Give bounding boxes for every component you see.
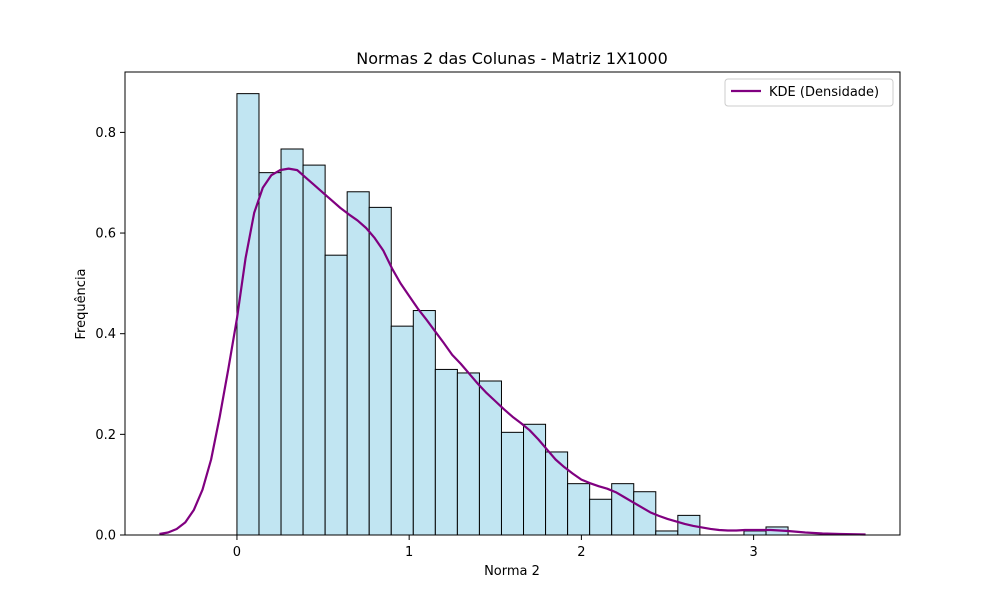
histogram-bar — [390, 325, 414, 536]
plot-frame — [124, 71, 901, 536]
x-tick-label: 0 — [233, 545, 241, 560]
x-tick-label: 1 — [405, 545, 413, 560]
histogram-bar — [280, 148, 304, 536]
histogram-bar — [456, 372, 480, 536]
histogram-bar — [236, 93, 260, 536]
x-axis-title: Norma 2 — [484, 564, 540, 579]
histogram-bars — [236, 93, 789, 536]
legend: KDE (Densidade) — [724, 78, 894, 107]
histogram-bar — [589, 498, 613, 536]
histogram-bar — [324, 254, 348, 536]
y-axis-ticks: 0.0 0.2 0.4 0.6 0.8 — [95, 126, 125, 544]
histogram-bar — [434, 368, 458, 536]
histogram-bar — [412, 310, 436, 536]
kde-line — [159, 167, 866, 536]
histogram-bar — [655, 530, 679, 536]
chart-title: Normas 2 das Colunas - Matriz 1X1000 — [356, 49, 668, 68]
y-tick-label: 0.2 — [95, 428, 116, 443]
histogram-bar — [567, 483, 591, 536]
histogram-bar — [743, 530, 767, 536]
x-tick-label: 2 — [577, 545, 585, 560]
y-tick-label: 0.4 — [95, 327, 116, 342]
y-tick-label: 0.8 — [95, 126, 116, 141]
x-tick-label: 3 — [749, 545, 757, 560]
histogram-bar — [545, 451, 569, 536]
histogram-bar — [523, 423, 547, 536]
histogram-bar — [368, 206, 392, 536]
legend-box — [724, 78, 894, 107]
x-axis-ticks: 0 1 2 3 — [233, 535, 758, 560]
y-axis-title: Frequência — [74, 268, 89, 339]
histogram-bar — [302, 164, 326, 536]
histogram-bar — [500, 431, 525, 536]
y-tick-label: 0.0 — [95, 529, 116, 544]
legend-label-kde: KDE (Densidade) — [769, 85, 879, 100]
histogram-bar — [258, 172, 282, 536]
histogram-bar — [346, 191, 370, 536]
y-tick-label: 0.6 — [95, 227, 116, 242]
